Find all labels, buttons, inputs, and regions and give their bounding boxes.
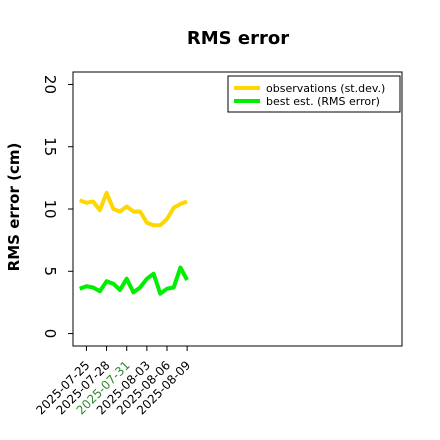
y-tick-label: 15 (41, 137, 59, 156)
x-axis: 2025-07-252025-07-282025-07-312025-08-03… (33, 346, 193, 417)
y-tick-label: 10 (41, 199, 59, 218)
chart-title: RMS error (187, 28, 289, 49)
legend: observations (st.dev.)best est. (RMS err… (227, 75, 401, 113)
y-tick-label: 20 (41, 75, 59, 94)
y-axis-label: RMS error (cm) (5, 143, 23, 272)
legend-box (227, 75, 401, 113)
series-line-2 (79, 265, 189, 296)
y-axis: 0 5 10 15 20 (41, 75, 73, 338)
y-tick-label: 5 (41, 266, 59, 276)
series-line-1 (79, 190, 188, 228)
y-tick-label: 0 (41, 329, 59, 339)
legend-label-1: observations (st.dev.) (266, 82, 385, 95)
legend-label-2: best est. (RMS error) (266, 95, 380, 108)
series-layer (79, 190, 189, 296)
